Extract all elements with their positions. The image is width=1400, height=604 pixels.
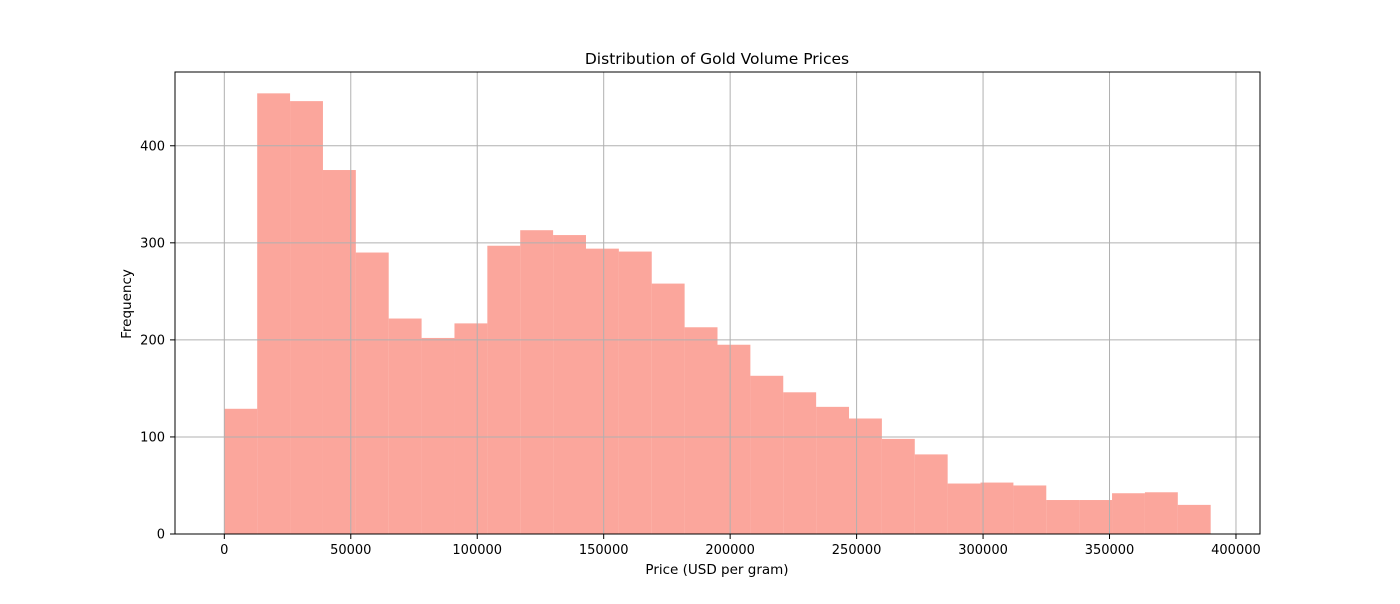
histogram-bar: [585, 248, 619, 534]
histogram-bar: [1144, 492, 1178, 534]
histogram-bar: [1079, 500, 1113, 534]
x-tick-label: 0: [220, 543, 228, 558]
y-tick-label: 300: [140, 236, 165, 251]
x-tick-label: 350000: [1085, 543, 1135, 558]
x-tick-label: 250000: [832, 543, 882, 558]
histogram-bar: [224, 408, 258, 534]
histogram-bar: [553, 235, 586, 534]
histogram-bar: [914, 454, 948, 534]
histogram-bar: [881, 438, 915, 534]
histogram-bar: [618, 251, 652, 534]
histogram-bar: [1177, 504, 1211, 534]
ticks-layer: 0 50000 100000 150000 200000 250000 300000 3500…: [140, 139, 1261, 558]
x-tick-label: 400000: [1211, 543, 1261, 558]
y-tick-label: 400: [140, 139, 165, 154]
histogram-bar: [717, 344, 751, 534]
plot-frame: [174, 71, 1261, 535]
histogram-bar: [487, 245, 521, 534]
histogram-bar: [257, 93, 291, 535]
y-axis-label: Frequency: [119, 269, 135, 339]
histogram-bar: [454, 323, 488, 534]
histogram-bar: [750, 375, 784, 534]
histogram-bar: [290, 101, 323, 534]
x-tick-label: 150000: [579, 543, 629, 558]
chart-title: Distribution of Gold Volume Prices: [585, 50, 849, 68]
x-axis-label: Price (USD per gram): [645, 562, 788, 578]
histogram-bar: [684, 327, 718, 534]
histogram-bar: [421, 337, 455, 534]
y-tick-label: 0: [157, 528, 165, 543]
y-tick-label: 200: [140, 333, 165, 348]
histogram-bar: [1013, 485, 1047, 534]
x-tick-label: 300000: [958, 543, 1008, 558]
y-tick-label: 100: [140, 430, 165, 445]
histogram-bar: [1046, 500, 1080, 534]
x-tick-label: 200000: [705, 543, 755, 558]
histogram-bar: [783, 392, 817, 534]
histogram-bar: [849, 418, 882, 534]
histogram-bar: [651, 283, 685, 534]
bars-layer: [224, 93, 1211, 535]
histogram-bar: [980, 482, 1014, 534]
histogram-bar: [388, 318, 422, 534]
x-tick-label: 100000: [452, 543, 502, 558]
histogram-bar: [816, 406, 850, 534]
histogram-bar: [520, 230, 554, 535]
histogram-bar: [355, 252, 389, 534]
x-tick-label: 50000: [330, 543, 371, 558]
histogram-bar: [947, 483, 981, 534]
histogram-bar: [1112, 493, 1145, 534]
